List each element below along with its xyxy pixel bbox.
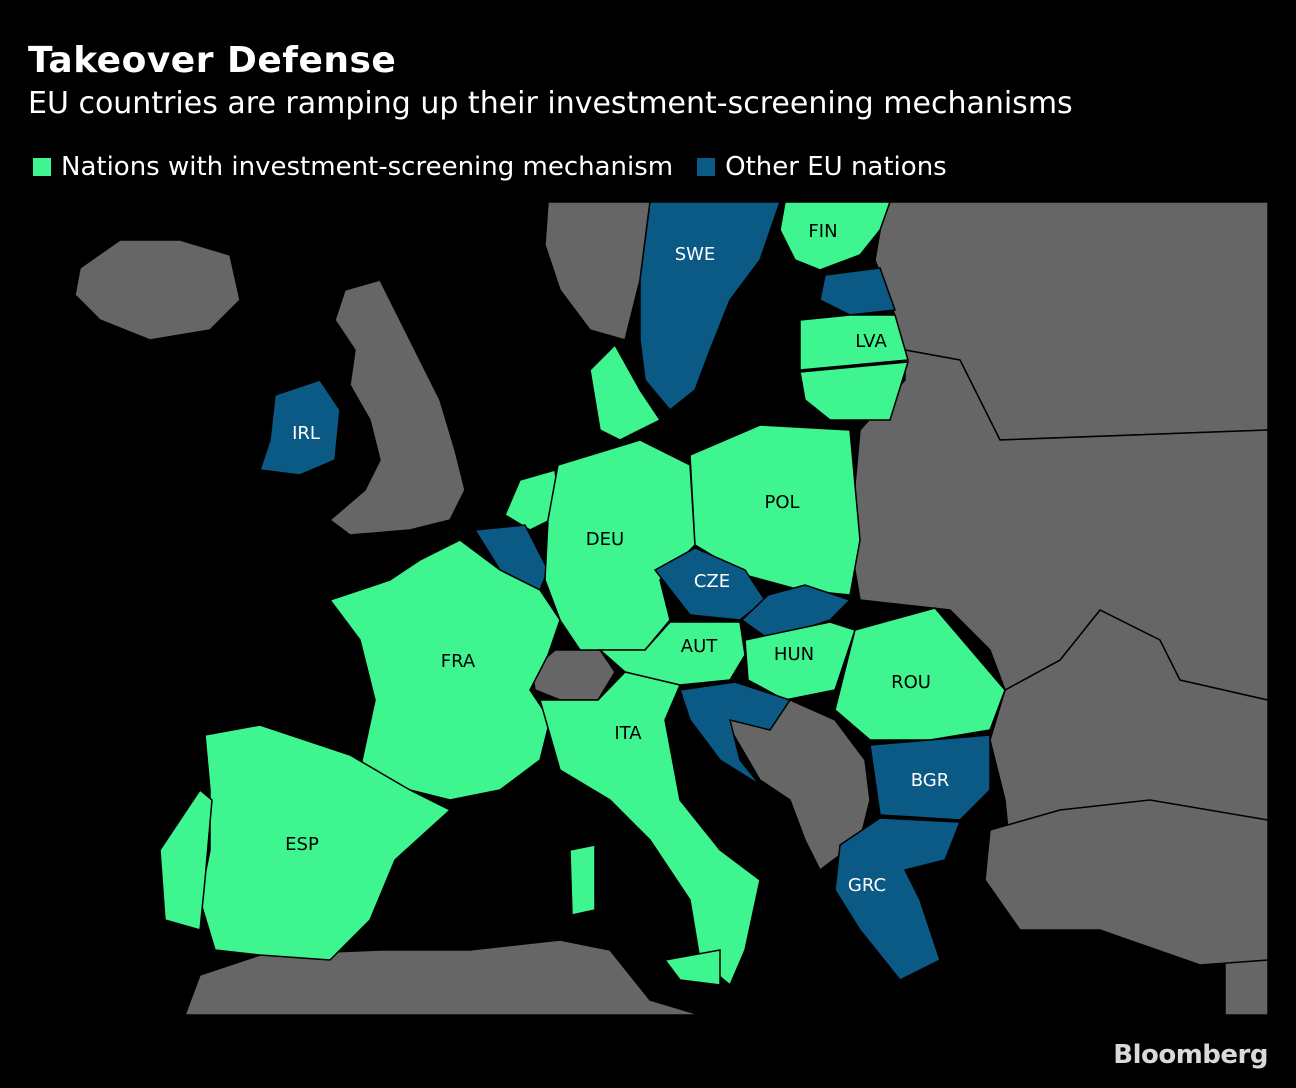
label-swe: SWE — [675, 244, 716, 265]
legend-label-other: Other EU nations — [725, 152, 947, 182]
country-esp[interactable] — [199, 724, 452, 961]
eu-countries — [159, 201, 1006, 987]
label-deu: DEU — [586, 529, 624, 550]
country-fra[interactable] — [328, 539, 561, 801]
country-prt[interactable] — [159, 788, 213, 931]
country-est[interactable] — [819, 267, 897, 316]
label-aut: AUT — [681, 636, 718, 657]
country-ita[interactable] — [539, 671, 761, 987]
country-svn-hrv[interactable] — [679, 681, 792, 786]
legend-item-other: Other EU nations — [697, 152, 947, 182]
label-rou: ROU — [891, 672, 931, 693]
label-bgr: BGR — [911, 770, 950, 791]
country-hun[interactable] — [744, 621, 856, 701]
country-lva[interactable] — [799, 314, 909, 371]
source-logo: Bloomberg — [1113, 1040, 1268, 1070]
country-sardinia[interactable] — [569, 844, 596, 916]
country-ltu[interactable] — [799, 361, 910, 421]
label-hun: HUN — [774, 644, 814, 665]
legend-swatch-screening — [33, 158, 51, 176]
country-bgr[interactable] — [869, 734, 991, 821]
chart-title: Takeover Defense — [28, 40, 397, 81]
country-bel[interactable] — [473, 524, 549, 592]
chart-subtitle: EU countries are ramping up their invest… — [28, 86, 1073, 121]
country-irl[interactable] — [258, 379, 341, 476]
non-eu-land — [74, 201, 1269, 1016]
label-fin: FIN — [808, 221, 837, 242]
country-labels: FIN SWE LVA IRL POL DEU CZE AUT HUN FRA … — [285, 221, 949, 896]
legend-label-screening: Nations with investment-screening mechan… — [61, 152, 674, 182]
label-cze: CZE — [694, 571, 730, 592]
country-sicily[interactable] — [663, 949, 721, 986]
label-esp: ESP — [285, 834, 319, 855]
label-irl: IRL — [292, 423, 320, 444]
country-grc[interactable] — [834, 817, 962, 981]
legend-swatch-other — [697, 158, 716, 176]
country-nld[interactable] — [504, 469, 561, 531]
country-fin[interactable] — [779, 201, 892, 271]
label-grc: GRC — [848, 875, 886, 896]
legend-item-screening: Nations with investment-screening mechan… — [33, 152, 673, 182]
label-lva: LVA — [855, 331, 887, 352]
label-ita: ITA — [614, 723, 642, 744]
country-rou[interactable] — [834, 607, 1006, 741]
country-swe[interactable] — [639, 201, 782, 412]
label-pol: POL — [764, 492, 799, 513]
country-dnk[interactable] — [589, 343, 662, 441]
label-fra: FRA — [441, 651, 476, 672]
legend: Nations with investment-screening mechan… — [33, 152, 971, 182]
